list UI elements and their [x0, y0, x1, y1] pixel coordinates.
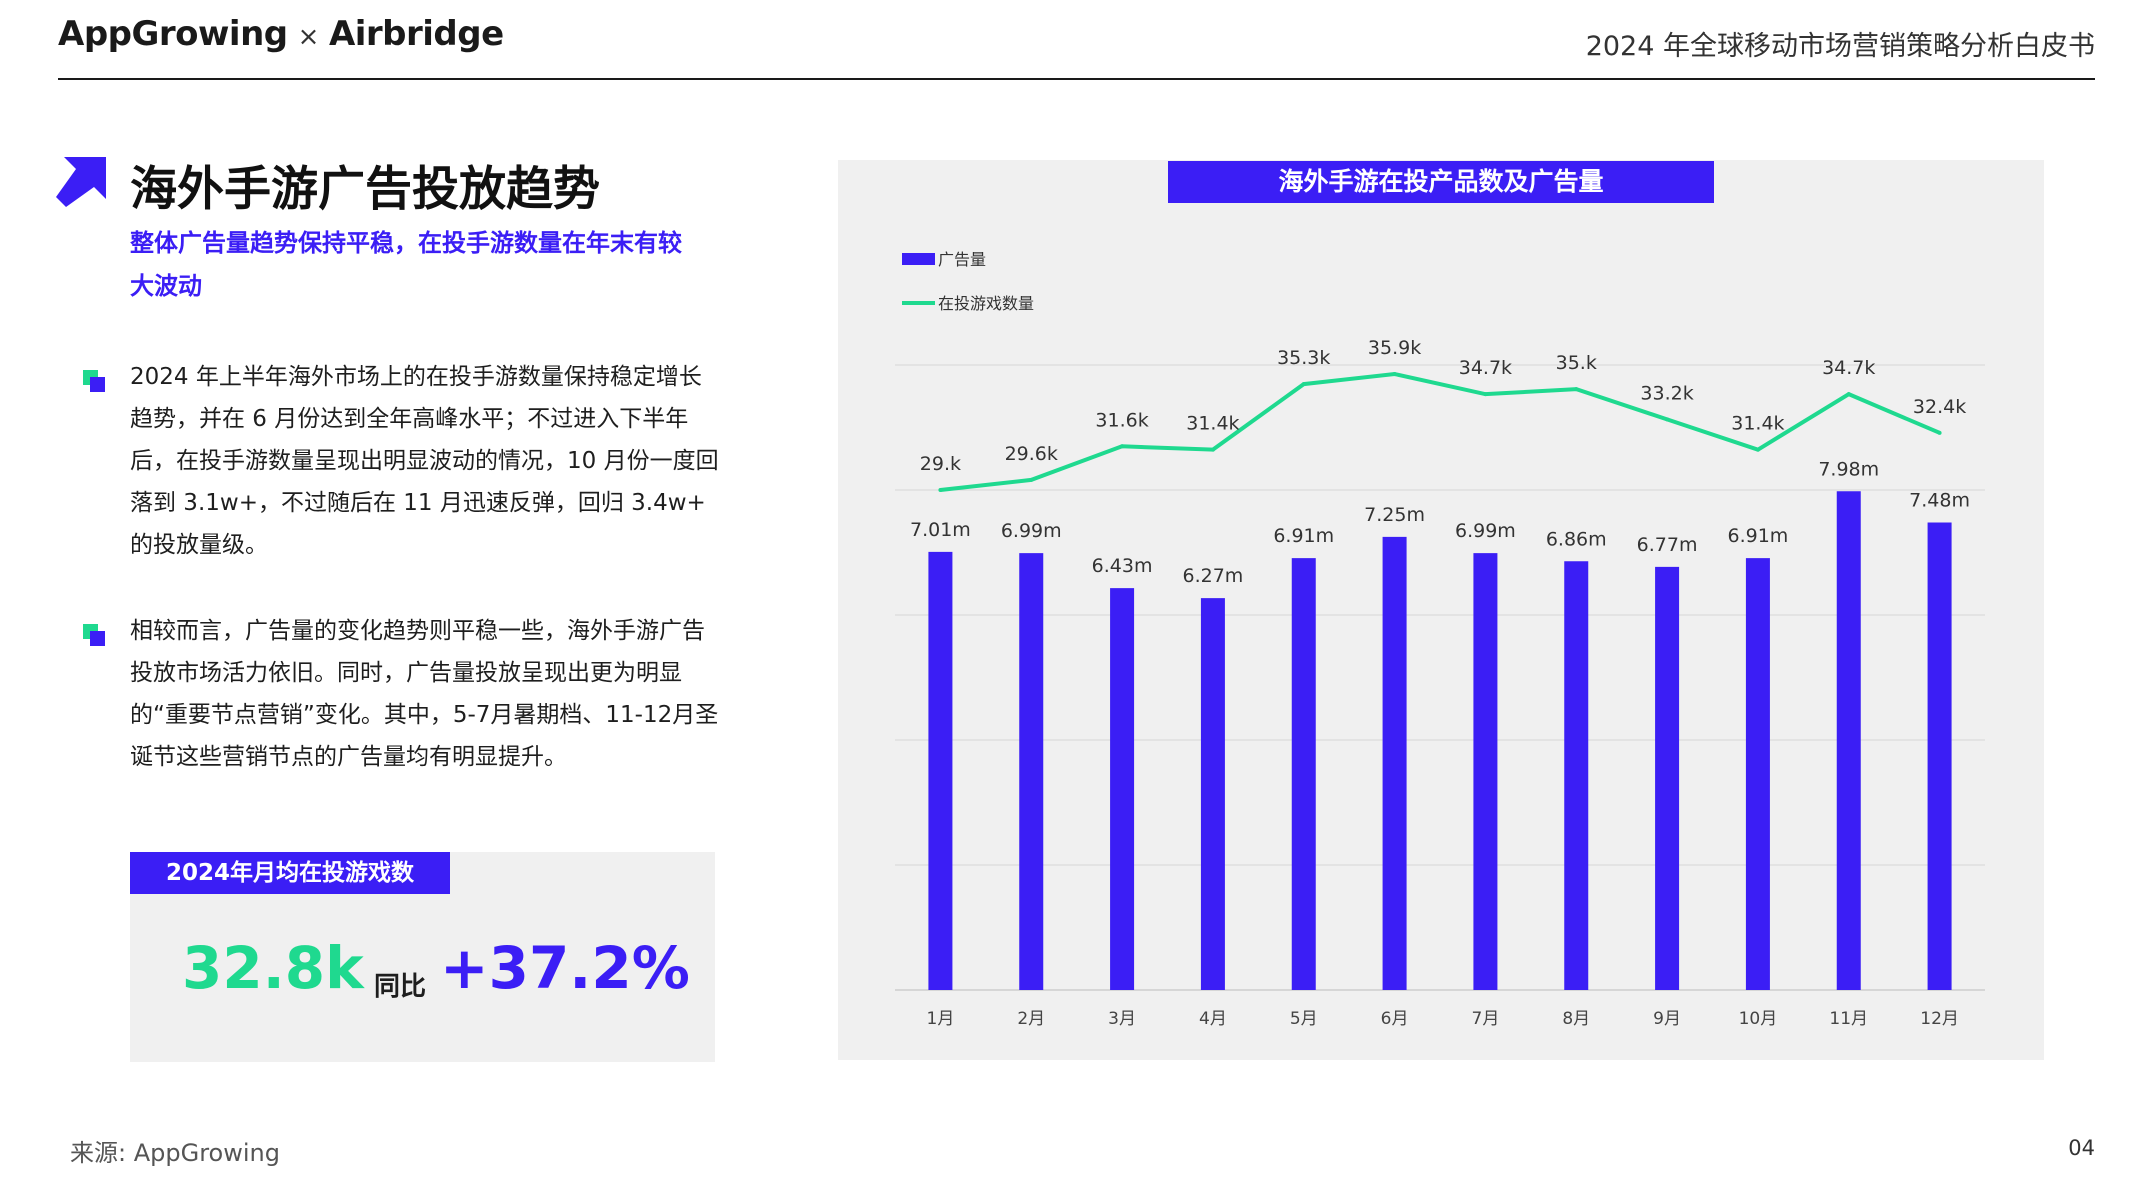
x-tick-label: 4月 [1199, 1009, 1227, 1029]
bar-label: 6.43m [1092, 555, 1153, 577]
bar [1200, 598, 1225, 990]
paragraph-2: 相较而言，广告量的变化趋势则平稳一些，海外手游广告投放市场活力依旧。同时，广告量… [130, 618, 719, 770]
page-subtitle: 整体广告量趋势保持平稳，在投手游数量在年末有较大波动 [130, 229, 682, 300]
header-divider [58, 78, 2095, 80]
x-tick-label: 1月 [927, 1009, 955, 1029]
bar [1019, 553, 1044, 990]
bar [1382, 536, 1407, 990]
x-tick-label: 9月 [1653, 1009, 1681, 1029]
stat-label: 2024年月均在投游戏数 [130, 852, 450, 894]
bar [1927, 522, 1952, 990]
chart-title: 海外手游在投产品数及广告量 [1168, 161, 1714, 203]
legend-label-line: 在投游戏数量 [938, 294, 1034, 313]
bar-label: 6.99m [1001, 520, 1062, 542]
bar-label: 6.91m [1728, 525, 1789, 547]
x-tick-label: 11月 [1829, 1009, 1868, 1029]
bar [1745, 558, 1770, 990]
logo-separator: × [297, 22, 320, 52]
x-tick-label: 8月 [1562, 1009, 1590, 1029]
line-label: 35.k [1556, 352, 1597, 374]
line-label: 33.2k [1640, 382, 1693, 404]
line-point [1120, 444, 1125, 449]
line-point [1029, 477, 1034, 482]
bar [1291, 558, 1316, 990]
line-point [938, 488, 943, 492]
bar-label: 6.86m [1546, 528, 1607, 550]
line-point [1937, 430, 1942, 435]
line-point [1755, 447, 1760, 452]
line-series [940, 371, 1941, 492]
line-label: 31.6k [1095, 409, 1148, 431]
line-point [1574, 387, 1579, 392]
line-point [1210, 447, 1215, 452]
bar [928, 551, 953, 990]
bar [1110, 588, 1135, 990]
line-label: 32.4k [1913, 396, 1966, 418]
bullet-icon [83, 370, 105, 392]
paragraph-1: 2024 年上半年海外市场上的在投手游数量保持稳定增长趋势，并在 6 月份达到全… [130, 364, 719, 558]
bar [1473, 553, 1498, 990]
arrow-up-right-icon [56, 157, 106, 207]
page-title: 海外手游广告投放趋势 [130, 162, 600, 217]
line-label: 35.9k [1368, 337, 1421, 359]
line-label: 34.7k [1459, 357, 1512, 379]
x-tick-label: 2月 [1017, 1009, 1045, 1029]
x-tick-label: 10月 [1739, 1009, 1778, 1029]
bar [1564, 561, 1589, 990]
line-point [1665, 417, 1670, 422]
bar-label: 6.91m [1273, 525, 1334, 547]
line-label: 31.4k [1731, 413, 1784, 435]
bar-label: 7.01m [910, 519, 971, 541]
bar-label: 6.99m [1455, 520, 1516, 542]
x-tick-label: 7月 [1472, 1009, 1500, 1029]
line-point [1846, 392, 1851, 397]
line-point [1392, 372, 1397, 376]
line-label: 29.k [920, 453, 961, 475]
yoy-value: +37.2% [440, 934, 690, 1002]
x-tick-label: 3月 [1108, 1009, 1136, 1029]
line-label: 35.3k [1277, 347, 1330, 369]
bar-label: 7.48m [1909, 490, 1970, 512]
line-point [1301, 382, 1306, 387]
document-title: 2024 年全球移动市场营销策略分析白皮书 [1585, 31, 2095, 62]
logo: AppGrowing × Airbridge [58, 14, 504, 54]
legend-label-bar: 广告量 [938, 250, 986, 269]
bar [1836, 491, 1861, 990]
line-label: 34.7k [1822, 357, 1875, 379]
x-tick-label: 5月 [1290, 1009, 1318, 1029]
yoy-label: 同比 [374, 972, 427, 1002]
logo-appgrowing: AppGrowing [58, 14, 288, 54]
line-label: 29.6k [1005, 443, 1058, 465]
bar-label: 7.25m [1364, 504, 1425, 526]
bar-label: 7.98m [1818, 458, 1879, 480]
bullet-icon [83, 624, 105, 646]
stat-value: 32.8k [182, 934, 364, 1002]
bar [1655, 566, 1680, 990]
legend-swatch-bar [902, 253, 935, 265]
logo-airbridge: Airbridge [328, 14, 504, 54]
line-point [1483, 392, 1488, 397]
page-number: 04 [2068, 1136, 2095, 1160]
bar-label: 6.27m [1183, 565, 1244, 587]
bar-label: 6.77m [1637, 534, 1698, 556]
x-tick-label: 6月 [1381, 1009, 1409, 1029]
x-tick-label: 12月 [1920, 1009, 1959, 1029]
source-note: 来源: AppGrowing [70, 1139, 280, 1167]
line-label: 31.4k [1186, 413, 1239, 435]
